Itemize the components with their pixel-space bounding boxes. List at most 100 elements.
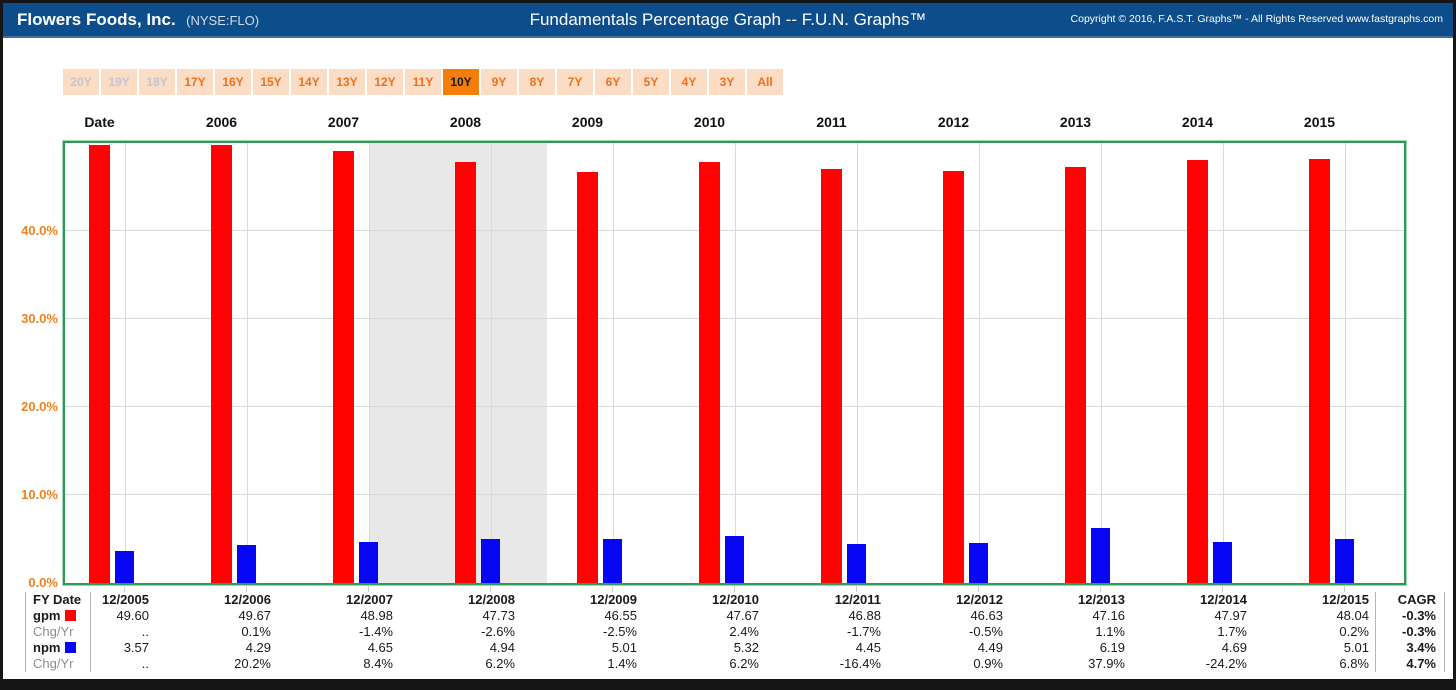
vertical-gridline [246, 143, 248, 583]
table-cell-value: 0.2% [1339, 624, 1369, 639]
table-cell-value: .. [141, 656, 149, 671]
table-cell-value: -24.2% [1205, 656, 1247, 671]
table-cell-value: 46.63 [970, 608, 1003, 623]
table-cell-value: 4.45 [855, 640, 881, 655]
table-cell-cagr: -0.3% [1375, 608, 1445, 624]
bottom-tick [612, 585, 613, 592]
page-title: Fundamentals Percentage Graph -- F.U.N. … [529, 10, 927, 29]
npm-bar [969, 543, 988, 583]
bottom-tick [124, 585, 125, 592]
table-cell-value: 5.01 [1343, 640, 1369, 655]
table-cell-value: 48.98 [360, 608, 393, 623]
range-button-14y[interactable]: 14Y [291, 69, 327, 95]
table-cell-value: 47.97 [1214, 608, 1247, 623]
range-button-18y[interactable]: 18Y [139, 69, 175, 95]
range-button-12y[interactable]: 12Y [367, 69, 403, 95]
table-cell-value: 49.67 [238, 608, 271, 623]
range-toolbar: 20Y 19Y 18Y 17Y 16Y 15Y 14Y 13Y 12Y 11Y 10Y 9Y 8Y 7Y 6… [63, 69, 783, 95]
horizontal-gridline [65, 406, 1404, 407]
range-button-all[interactable]: All [747, 69, 783, 95]
table-cell-value: -2.6% [481, 624, 515, 639]
table-cell-value: 1.4% [607, 656, 637, 671]
range-button-9y[interactable]: 9Y [481, 69, 517, 95]
npm-bar [237, 545, 256, 583]
horizontal-gridline [65, 494, 1404, 495]
table-cell-value: 0.1% [241, 624, 271, 639]
top-axis-year-label: 2007 [327, 114, 360, 130]
table-cell-value: 20.2% [234, 656, 271, 671]
table-header-period: 12/2013 [1078, 592, 1125, 607]
gpm-bar [1065, 167, 1086, 583]
copyright-text: Copyright © 2016, F.A.S.T. Graphs™ - All… [1070, 13, 1443, 25]
table-header-period: 12/2011 [834, 592, 881, 607]
range-button-15y[interactable]: 15Y [253, 69, 289, 95]
range-button-11y[interactable]: 11Y [405, 69, 441, 95]
range-button-7y[interactable]: 7Y [557, 69, 593, 95]
table-cell-value: 4.29 [245, 640, 271, 655]
table-cell-value: 48.04 [1336, 608, 1369, 623]
bottom-tick [978, 585, 979, 592]
bottom-tick [1100, 585, 1101, 592]
gpm-bar [211, 145, 232, 583]
top-axis-year-label: 2013 [1059, 114, 1092, 130]
table-cell-value: 6.2% [729, 656, 759, 671]
vertical-gridline [1222, 143, 1224, 583]
table-header-period: 12/2015 [1322, 592, 1369, 607]
range-button-13y[interactable]: 13Y [329, 69, 365, 95]
range-button-6y[interactable]: 6Y [595, 69, 631, 95]
range-button-16y[interactable]: 16Y [215, 69, 251, 95]
table-cell-value: 6.2% [485, 656, 515, 671]
table-cell-cagr: 4.7% [1375, 656, 1445, 672]
range-button-20y[interactable]: 20Y [63, 69, 99, 95]
horizontal-gridline [65, 230, 1404, 231]
row-label-text: npm [33, 640, 61, 655]
y-axis-tick-label: 30.0% [21, 311, 58, 326]
table-cell-cagr: 3.4% [1375, 640, 1445, 656]
range-button-3y[interactable]: 3Y [709, 69, 745, 95]
table-cell-value: -1.4% [359, 624, 393, 639]
y-axis-tick-label: 40.0% [21, 223, 58, 238]
row-label-text: gpm [33, 608, 61, 623]
table-cell-value: 46.88 [848, 608, 881, 623]
y-axis-tick-label: 0.0% [28, 575, 58, 590]
vertical-gridline [124, 143, 126, 583]
range-button-8y[interactable]: 8Y [519, 69, 555, 95]
vertical-gridline [1100, 143, 1102, 583]
table-cell-value: 0.9% [973, 656, 1003, 671]
company-block: Flowers Foods, Inc. (NYSE:FLO) [17, 3, 259, 36]
vertical-gridline [978, 143, 980, 583]
top-axis-year-label: 2014 [1181, 114, 1214, 130]
range-button-17y[interactable]: 17Y [177, 69, 213, 95]
table-cell-value: 47.73 [482, 608, 515, 623]
table-header-period: 12/2012 [956, 592, 1003, 607]
table-row-label-chgyr: Chg/Yr [25, 656, 91, 672]
table-header-fy-date: FY Date [25, 592, 91, 608]
range-button-4y[interactable]: 4Y [671, 69, 707, 95]
range-button-19y[interactable]: 19Y [101, 69, 137, 95]
table-cell-value: 49.60 [116, 608, 149, 623]
npm-legend-swatch [65, 642, 77, 653]
top-axis-year-label: 2009 [571, 114, 604, 130]
table-cell-value: 6.19 [1099, 640, 1125, 655]
npm-bar [725, 536, 744, 583]
table-cell-cagr: -0.3% [1375, 624, 1445, 640]
range-button-10y[interactable]: 10Y [443, 69, 479, 95]
table-cell-value: -1.7% [847, 624, 881, 639]
vertical-gridline [734, 143, 736, 583]
ticker-symbol: (NYSE:FLO) [186, 13, 260, 28]
gpm-bar [89, 145, 110, 583]
table-row-label-chgyr: Chg/Yr [25, 624, 91, 640]
vertical-gridline [1344, 143, 1346, 583]
bottom-tick [734, 585, 735, 592]
table-cell-value: 47.16 [1092, 608, 1125, 623]
range-button-5y[interactable]: 5Y [633, 69, 669, 95]
bottom-tick [856, 585, 857, 592]
npm-bar [1091, 528, 1110, 583]
table-cell-value: 46.55 [604, 608, 637, 623]
company-name: Flowers Foods, Inc. [17, 10, 176, 29]
npm-bar [1213, 542, 1232, 583]
table-header-period: 12/2010 [712, 592, 759, 607]
table-header-period: 12/2009 [590, 592, 637, 607]
page-content: Flowers Foods, Inc. (NYSE:FLO) Fundament… [3, 3, 1453, 679]
